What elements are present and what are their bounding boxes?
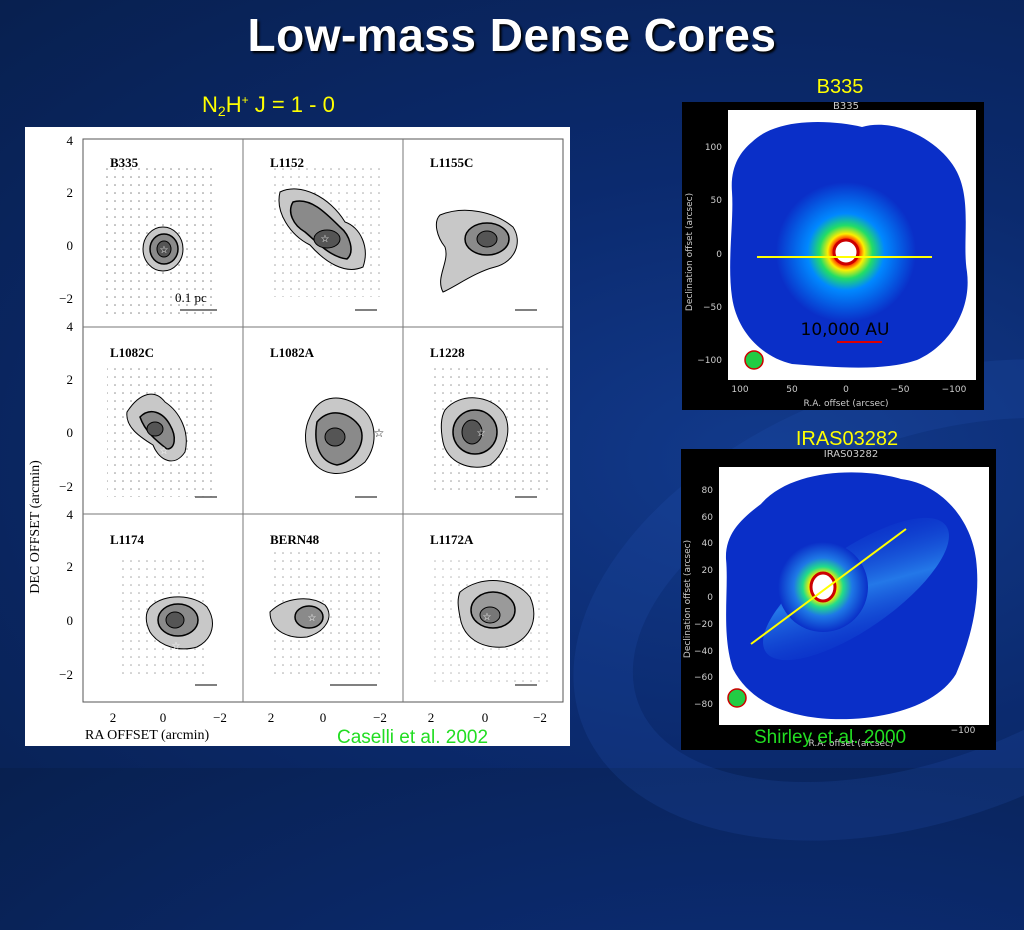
svg-text:☆: ☆ xyxy=(321,234,330,245)
y-axis-label: Declination offset (arcsec) xyxy=(683,540,693,658)
x-tick: 2 xyxy=(428,710,435,725)
y-tick: 2 xyxy=(67,372,74,387)
svg-text:☆: ☆ xyxy=(160,245,169,256)
y-tick: 0 xyxy=(67,425,74,440)
contour-bern48: ☆ xyxy=(269,598,330,638)
y-axis-label: DEC OFFSET (arcmin) xyxy=(28,460,43,594)
y-tick: −60 xyxy=(694,673,713,683)
contour-l1082a: ☆ xyxy=(305,397,385,474)
y-tick: 4 xyxy=(67,507,74,522)
y-tick: 2 xyxy=(67,559,74,574)
contour-grid-figure: ☆ ☆ ☆ ☆ xyxy=(25,127,570,746)
iras-map-svg: IRAS03282 80 60 40 20 0 −20 −40 −60 −80 … xyxy=(683,449,989,749)
y-tick: 4 xyxy=(67,319,74,334)
x-tick: 100 xyxy=(731,385,748,395)
svg-text:☆: ☆ xyxy=(477,428,486,439)
x-tick: 50 xyxy=(786,385,798,395)
slide-title: Low-mass Dense Cores xyxy=(247,9,777,61)
svg-text:☆: ☆ xyxy=(374,426,385,440)
y-tick: 50 xyxy=(711,196,723,206)
core-label: L1228 xyxy=(430,345,465,360)
x-tick: −2 xyxy=(213,710,227,725)
y-tick: 80 xyxy=(702,486,714,496)
y-axis-label: Declination offset (arcsec) xyxy=(685,193,695,311)
x-tick: −100 xyxy=(951,726,976,736)
y-tick: 60 xyxy=(702,513,714,523)
core-label: L1172A xyxy=(430,532,474,547)
cut-line xyxy=(750,528,907,645)
contour-l1155c xyxy=(435,209,518,293)
y-tick: 20 xyxy=(702,566,714,576)
x-tick: −100 xyxy=(942,385,967,395)
b335-map-label: B335 xyxy=(816,76,864,98)
svg-text:☆: ☆ xyxy=(308,613,317,624)
contour-l1082c: ☆ xyxy=(126,393,187,462)
x-tick: 0 xyxy=(320,710,327,725)
contour-l1172a: ☆ xyxy=(457,580,535,648)
y-tick: 0 xyxy=(707,593,713,603)
x-tick: 2 xyxy=(110,710,117,725)
svg-text:☆: ☆ xyxy=(160,446,169,457)
contour-l1174: ☆ xyxy=(145,596,213,652)
contour-b335: ☆ xyxy=(142,226,184,272)
b335-map: B335 10,000 AU 100 50 0 −50 −100 100 50 … xyxy=(682,101,984,410)
y-tick: 4 xyxy=(67,133,74,148)
iras-map-label: IRAS03282 xyxy=(795,428,899,450)
map-inner-title: B335 xyxy=(833,102,859,112)
y-tick: 2 xyxy=(67,185,74,200)
map-inner-title: IRAS03282 xyxy=(824,449,879,460)
beam-circle xyxy=(744,350,764,370)
x-tick: 0 xyxy=(843,385,849,395)
core-label: L1174 xyxy=(110,532,144,547)
y-tick: −40 xyxy=(694,647,713,657)
x-axis-label: RA OFFSET (arcmin) xyxy=(85,728,210,743)
x-axis-label: R.A. offset (arcsec) xyxy=(809,739,894,749)
y-tick: −2 xyxy=(59,667,73,682)
core-label: L1082C xyxy=(110,345,154,360)
n2h-transition-label: N2H+ J = 1 - 0 xyxy=(202,92,335,119)
core-label: L1155C xyxy=(430,155,473,170)
x-tick: 0 xyxy=(160,710,167,725)
svg-text:☆: ☆ xyxy=(172,641,181,652)
y-tick: −2 xyxy=(59,291,73,306)
x-tick: 2 xyxy=(268,710,275,725)
x-tick: −2 xyxy=(373,710,387,725)
y-tick: 100 xyxy=(705,143,722,153)
contour-l1228: ☆ xyxy=(440,397,509,468)
iras-map: IRAS03282 80 60 40 20 0 −20 −40 −60 −80 … xyxy=(681,449,996,750)
b335-core xyxy=(832,238,860,266)
y-tick: 40 xyxy=(702,539,714,549)
core-label: B335 xyxy=(110,155,139,170)
left-citation: Caselli et al. 2002 xyxy=(337,727,489,748)
x-axis-label: R.A. offset (arcsec) xyxy=(804,399,889,409)
contour-l1152: ☆ xyxy=(278,188,366,270)
x-tick: 0 xyxy=(482,710,489,725)
scale-label: 0.1 pc xyxy=(175,290,207,305)
y-tick: −20 xyxy=(694,620,713,630)
svg-text:☆: ☆ xyxy=(483,612,492,623)
y-tick: −2 xyxy=(59,479,73,494)
y-tick: 0 xyxy=(716,250,722,260)
grid-frame xyxy=(82,138,564,703)
core-label: BERN48 xyxy=(270,532,320,547)
core-label: L1082A xyxy=(270,345,315,360)
x-tick: −2 xyxy=(533,710,547,725)
right-citation: Shirley et al. 2000 xyxy=(754,727,907,748)
scale-label: 10,000 AU xyxy=(801,320,890,340)
beam-circle xyxy=(727,688,747,708)
x-tick: −50 xyxy=(891,385,910,395)
y-tick: 0 xyxy=(67,238,74,253)
y-tick: −50 xyxy=(703,303,722,313)
b335-map-svg: B335 10,000 AU 100 50 0 −50 −100 100 50 … xyxy=(685,101,976,409)
y-tick: −100 xyxy=(697,356,722,366)
contour-grid-svg: ☆ ☆ ☆ ☆ xyxy=(28,133,564,743)
core-label: L1152 xyxy=(270,155,304,170)
y-tick: −80 xyxy=(694,700,713,710)
y-tick: 0 xyxy=(67,613,74,628)
